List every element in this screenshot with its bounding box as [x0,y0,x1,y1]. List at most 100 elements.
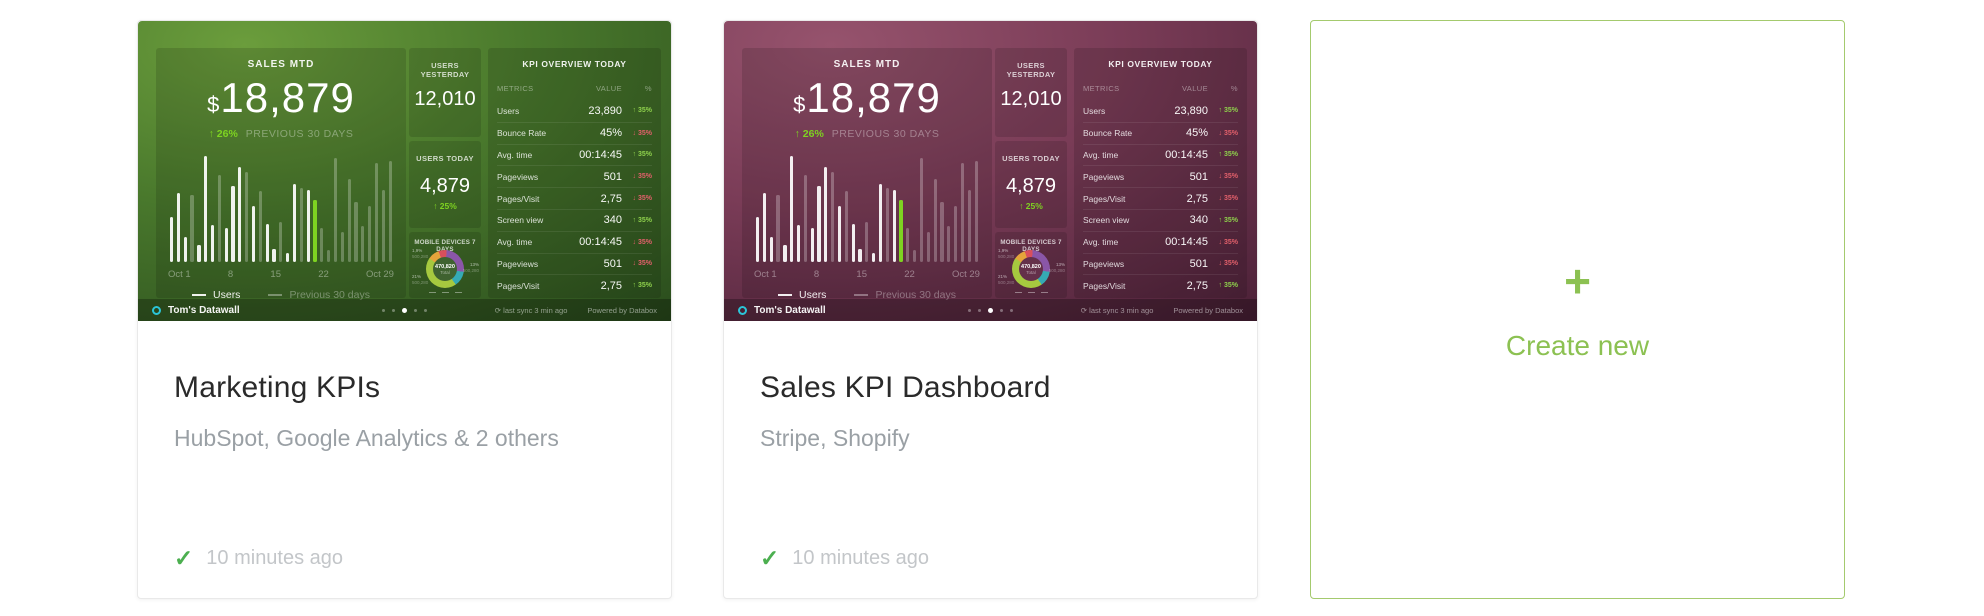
users-today-label: USERS TODAY [1002,154,1060,163]
bar [817,185,821,262]
kpi-metric: Pages/Visit [497,280,540,291]
kpi-row: Avg. time 00:14:45 ↓ 35% [1083,230,1238,253]
donut-callout: 21% 500,280 [998,274,1014,286]
bar [824,166,828,262]
pagination-dot[interactable] [392,308,395,312]
kpi-change: ↓ 35% [1218,195,1238,203]
kpi-value: 2,75 [1186,279,1208,292]
kpi-row: Users 23,890 ↑ 35% [497,100,652,122]
kpi-change: ↓ 35% [632,129,652,137]
x-axis-label: Oct 29 [365,269,394,280]
donut-callout-value: 500,280 [1048,267,1065,273]
kpi-row: Pageviews 501 ↓ 35% [497,252,652,275]
bar [803,174,807,262]
previous-period-label: PREVIOUS 30 DAYS [831,128,940,140]
legend-previous: Previous 30 days [854,289,956,301]
sales-mtd-panel: SALES MTD $18,879 ↑ 26% PREVIOUS 30 DAYS Oct… [742,48,992,301]
kpi-metric: Pageviews [1083,258,1125,269]
x-axis-label: 8 [227,269,234,280]
kpi-change: ↓ 35% [632,260,652,268]
donut-legend-mark [454,291,462,293]
pagination-dot[interactable] [988,307,993,313]
kpi-row: Pages/Visit 2,75 ↑ 35% [1083,274,1238,296]
create-new-card[interactable]: + Create new [1310,20,1845,599]
bar [769,237,773,262]
last-sync-label: ⟳ last sync 3 min ago [494,305,568,315]
dashboard-preview[interactable]: SALES MTD $18,879 ↑ 26% PREVIOUS 30 DAYS Oct… [138,21,671,321]
bar [333,157,338,262]
bar [190,194,194,262]
kpi-metric: Users [497,105,520,116]
sales-mtd-amount: 18,879 [220,74,355,121]
donut-callout-pct: 13% [469,262,479,267]
sales-mtd-delta: ↑ 26% [794,128,824,140]
legend-users-label: Users [213,289,241,301]
create-new-button[interactable]: + Create new [1311,21,1844,598]
kpi-metric: Screen view [1083,215,1130,226]
kpi-row: Bounce Rate 45% ↓ 35% [497,121,652,144]
donut-total-value: 470,820 [435,263,455,270]
sales-mtd-value: $18,879 [742,74,992,122]
pagination-dot[interactable] [978,308,981,312]
donut-total-label: Total [1026,269,1036,275]
check-icon: ✓ [760,545,780,571]
bar [368,206,372,262]
kpi-table-panel: KPI OVERVIEW TODAY METRICS VALUE% Users 23,8… [1074,48,1247,298]
kpi-row: Screen view 340 ↑ 35% [1083,208,1238,231]
bar [354,201,358,262]
kpi-row: Pageviews 501 ↓ 35% [1083,252,1238,275]
bar [831,172,835,262]
bar [974,161,978,262]
bar [251,206,256,262]
plus-icon: + [1564,254,1591,307]
kpi-row: Pageviews 501 ↓ 35% [1083,165,1238,187]
bar [796,225,801,262]
powered-by-label: Powered by Databox [587,305,657,315]
pagination-dot[interactable] [968,308,971,312]
kpi-col-value: VALUE [1181,84,1208,93]
bar [878,183,883,262]
pagination-dot[interactable] [402,307,407,313]
donut-callout-value: 500,280 [412,279,429,285]
kpi-row: Bounce Rate 45% ↓ 35% [1083,121,1238,144]
bar [374,163,379,262]
kpi-table-title: KPI OVERVIEW TODAY [1108,59,1213,69]
kpi-row: Screen view 340 ↑ 35% [497,208,652,231]
pagination-dot[interactable] [1000,308,1003,312]
dashboard-preview[interactable]: SALES MTD $18,879 ↑ 26% PREVIOUS 30 DAYS Oct… [724,21,1257,321]
bar [810,228,814,262]
bar [790,155,794,262]
bar [899,200,903,262]
donut-callout-pct: 13% [1055,262,1065,267]
bar [913,249,917,262]
dashboard-card-marketing[interactable]: SALES MTD $18,879 ↑ 26% PREVIOUS 30 DAYS Oct… [137,20,672,599]
kpi-metric: Avg. time [1083,237,1119,248]
bar [197,245,201,262]
kpi-change: ↑ 35% [632,216,652,224]
donut-callout-value: 500,280 [998,253,1015,259]
bar [381,190,385,262]
dashboard-card-sales[interactable]: SALES MTD $18,879 ↑ 26% PREVIOUS 30 DAYS Oct… [723,20,1258,599]
users-today-panel: USERS TODAY 4,879 ↑ 25% [995,141,1067,228]
mobile-devices-panel: MOBILE DEVICES 7 DAYS470,820Total1,9%500… [409,232,481,298]
pagination-dot[interactable] [414,308,417,312]
create-new-label: Create new [1505,329,1650,361]
kpi-row: Pages/Visit 2,75 ↓ 35% [1083,187,1238,209]
pagination-dot[interactable] [1010,308,1013,312]
legend-previous-label: Previous 30 days [289,289,370,301]
mobile-devices-label: MOBILE DEVICES 7 DAYS [1000,239,1062,253]
kpi-metric: Bounce Rate [497,128,547,139]
pagination-dot[interactable] [382,308,385,312]
kpi-table-rows: Users 23,890 ↑ 35% Bounce Rate 45% ↓ 35% Avg. … [497,100,652,296]
kpi-row: Avg. time 00:14:45 ↑ 35% [497,143,652,166]
kpi-change: ↓ 35% [632,195,652,203]
bar [217,174,221,262]
pagination-dot[interactable] [424,308,427,312]
card-sources: Stripe, Shopify [760,425,910,451]
kpi-table-rows: Users 23,890 ↑ 35% Bounce Rate 45% ↓ 35% Avg. … [1083,100,1238,296]
bar [258,191,262,262]
brand: Tom's Datawall [738,305,826,316]
bar [347,179,351,262]
kpi-metric: Pages/Visit [1083,280,1126,291]
kpi-change: ↑ 35% [1218,107,1238,115]
